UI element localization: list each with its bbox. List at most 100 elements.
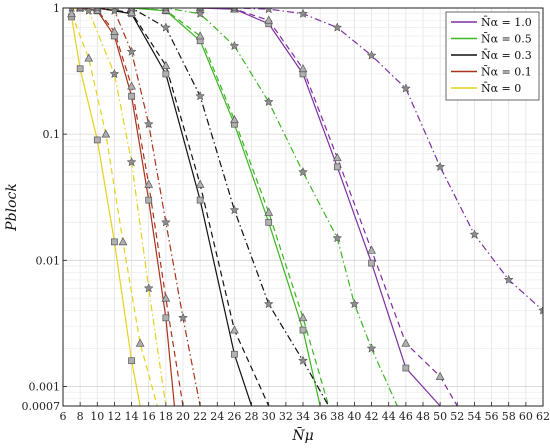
x-tick-label: 44 bbox=[382, 410, 396, 423]
star-marker bbox=[109, 68, 120, 79]
star-marker bbox=[143, 283, 154, 293]
triangle-marker bbox=[110, 26, 119, 35]
triangle-marker bbox=[264, 207, 274, 216]
markers-layer bbox=[67, 8, 543, 380]
x-tick-label: 56 bbox=[485, 410, 499, 423]
series-line-0-dashdot bbox=[71, 8, 167, 406]
square-marker bbox=[299, 326, 307, 334]
triangle-marker bbox=[161, 293, 171, 302]
triangle-marker bbox=[67, 9, 76, 18]
square-marker bbox=[402, 364, 410, 372]
star-marker bbox=[332, 232, 343, 243]
triangle-marker bbox=[101, 129, 111, 138]
grid bbox=[62, 8, 544, 407]
star-marker bbox=[77, 8, 84, 13]
x-tick-label: 30 bbox=[262, 410, 276, 423]
x-tick-label: 24 bbox=[210, 410, 224, 423]
star-marker bbox=[231, 8, 238, 13]
y-tick-label: 0.01 bbox=[36, 254, 61, 267]
star-marker bbox=[298, 8, 308, 18]
star-marker bbox=[332, 22, 343, 32]
triangle-marker bbox=[118, 237, 128, 246]
x-tick-label: 46 bbox=[399, 410, 413, 423]
star-marker bbox=[160, 22, 171, 32]
triangle-marker bbox=[435, 371, 445, 380]
star-marker bbox=[195, 91, 206, 101]
triangle-marker bbox=[367, 245, 376, 254]
x-tick-label: 6 bbox=[60, 410, 67, 423]
x-tick-label: 20 bbox=[176, 410, 190, 423]
square-marker bbox=[162, 314, 170, 322]
triangle-marker bbox=[84, 53, 94, 62]
triangle-marker bbox=[332, 153, 342, 162]
x-tick-label: 34 bbox=[296, 410, 310, 423]
star-marker bbox=[538, 305, 543, 315]
star-marker bbox=[366, 50, 377, 60]
series-line-0.3-dashdot bbox=[97, 8, 330, 406]
legend-label: N̄α = 0 bbox=[481, 82, 521, 95]
x-tick-label: 26 bbox=[227, 410, 241, 423]
star-marker bbox=[195, 8, 206, 18]
series-line-0.5-dashdot bbox=[131, 8, 398, 406]
star-marker bbox=[128, 8, 135, 13]
triangle-marker bbox=[230, 325, 239, 334]
y-tick-label: 0.0007 bbox=[22, 400, 61, 413]
star-marker bbox=[469, 229, 480, 239]
square-marker bbox=[145, 196, 153, 204]
star-marker bbox=[298, 166, 308, 177]
star-marker bbox=[229, 40, 240, 51]
triangle-marker bbox=[195, 179, 205, 188]
star-marker bbox=[68, 8, 75, 13]
star-marker bbox=[178, 312, 188, 322]
star-marker bbox=[263, 298, 274, 309]
star-marker bbox=[264, 8, 274, 14]
square-marker bbox=[111, 238, 118, 246]
x-tick-label: 50 bbox=[433, 410, 447, 423]
x-tick-label: 22 bbox=[193, 410, 207, 423]
star-marker bbox=[349, 298, 360, 309]
square-marker bbox=[162, 70, 170, 78]
x-tick-label: 38 bbox=[330, 410, 344, 423]
square-marker bbox=[265, 218, 273, 226]
triangle-marker bbox=[264, 15, 274, 24]
star-marker bbox=[126, 156, 137, 167]
triangle-marker bbox=[144, 179, 154, 188]
x-tick-label: 60 bbox=[519, 410, 533, 423]
legend-label: N̄α = 0.5 bbox=[481, 32, 532, 45]
x-axis-label: N̄μ bbox=[291, 426, 313, 444]
x-tick-label: 10 bbox=[90, 410, 104, 423]
x-tick-labels: 6 8 10 12 14 16 18 20 22 24 26 28 30 32 34 36 38 40 42 44 46… bbox=[60, 402, 550, 423]
star-marker bbox=[126, 46, 137, 56]
series-line-0.3-solid bbox=[97, 8, 253, 406]
series-line-0-dashed bbox=[71, 13, 158, 406]
triangle-marker bbox=[298, 64, 308, 73]
square-marker bbox=[76, 65, 84, 73]
x-tick-label: 52 bbox=[450, 410, 464, 423]
square-marker bbox=[196, 196, 204, 204]
star-marker bbox=[229, 204, 240, 215]
square-marker bbox=[128, 357, 135, 365]
triangle-marker bbox=[127, 8, 136, 16]
star-marker bbox=[143, 119, 154, 129]
triangle-marker bbox=[230, 115, 239, 124]
square-marker bbox=[368, 259, 375, 267]
legend-label: N̄α = 0.3 bbox=[481, 49, 532, 62]
star-marker bbox=[109, 8, 120, 15]
star-marker bbox=[160, 217, 171, 227]
x-tick-label: 36 bbox=[313, 410, 327, 423]
x-tick-label: 8 bbox=[77, 410, 84, 423]
square-marker bbox=[93, 136, 101, 144]
x-tick-label: 40 bbox=[347, 410, 361, 423]
star-marker bbox=[366, 343, 377, 353]
square-marker bbox=[333, 163, 341, 171]
triangle-marker bbox=[161, 60, 171, 69]
x-tick-label: 28 bbox=[245, 410, 259, 423]
star-marker bbox=[400, 83, 411, 93]
x-tick-label: 32 bbox=[279, 410, 293, 423]
square-marker bbox=[231, 350, 238, 358]
star-marker bbox=[298, 355, 308, 365]
square-marker bbox=[128, 92, 135, 100]
triangle-marker bbox=[298, 313, 308, 322]
triangle-marker bbox=[127, 81, 136, 90]
